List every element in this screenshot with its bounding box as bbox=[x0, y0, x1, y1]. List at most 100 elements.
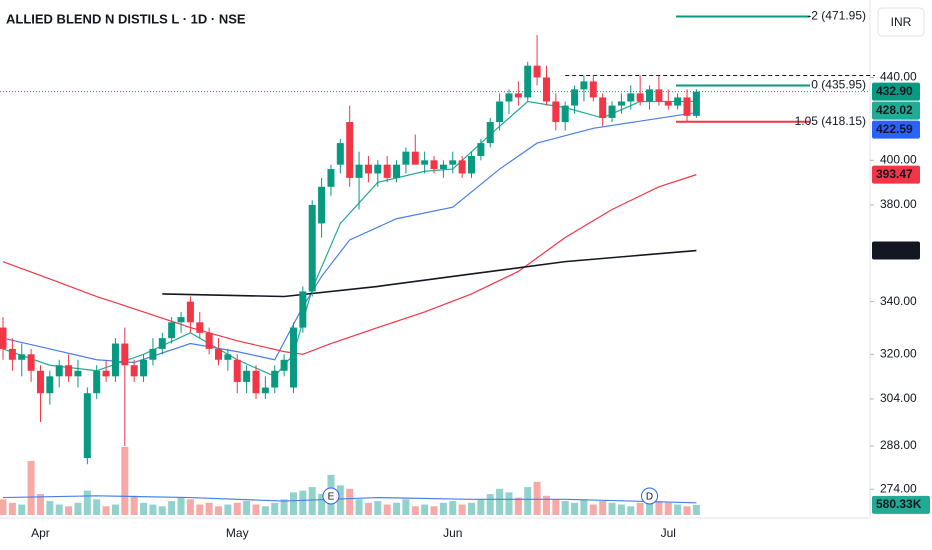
candle-body bbox=[655, 89, 663, 102]
y-tick-label: 400.00 bbox=[880, 152, 917, 166]
volume-bar bbox=[205, 502, 213, 515]
price-label-box bbox=[872, 82, 920, 101]
volume-bar bbox=[289, 492, 297, 515]
candle-body bbox=[355, 164, 363, 178]
candle-body bbox=[402, 151, 410, 165]
volume-bar bbox=[589, 504, 597, 515]
candle-body bbox=[65, 365, 73, 377]
candle-body bbox=[8, 348, 16, 360]
volume-bar bbox=[18, 504, 26, 515]
price-label: 422.59 bbox=[876, 122, 913, 136]
candle-body bbox=[439, 164, 447, 170]
candle-body bbox=[608, 105, 616, 118]
event-label: D bbox=[646, 492, 653, 503]
event-icon[interactable] bbox=[322, 487, 340, 505]
volume-bar bbox=[83, 490, 91, 515]
candle-body bbox=[308, 204, 316, 292]
volume-bar bbox=[74, 502, 82, 515]
volume-bar bbox=[355, 499, 363, 515]
volume-bar bbox=[336, 485, 344, 515]
volume-label-box bbox=[872, 495, 930, 514]
candle-body bbox=[636, 93, 644, 102]
volume-bar bbox=[496, 488, 504, 515]
volume-bar bbox=[149, 504, 157, 515]
candle-body bbox=[46, 376, 54, 394]
candle-body bbox=[280, 359, 288, 371]
candle-body bbox=[83, 393, 91, 459]
volume-bar bbox=[542, 495, 550, 515]
volume-bar bbox=[599, 501, 607, 515]
candle-body bbox=[524, 65, 532, 98]
candle-body bbox=[27, 354, 35, 371]
fib-label: 0 (435.95) bbox=[811, 78, 866, 92]
candle-body bbox=[140, 359, 148, 377]
volume-bar bbox=[458, 504, 466, 515]
volume-bar bbox=[505, 492, 513, 515]
candle-body bbox=[55, 365, 63, 377]
volume-bar bbox=[130, 495, 138, 515]
candle-body bbox=[243, 370, 251, 382]
candle-body bbox=[36, 370, 44, 394]
candle-body bbox=[299, 291, 307, 328]
volume-bar bbox=[393, 502, 401, 515]
candle-body bbox=[168, 322, 176, 339]
price-label: 360.58 bbox=[876, 243, 913, 257]
volume-bar bbox=[243, 501, 251, 515]
candle-body bbox=[589, 81, 597, 98]
y-tick-label: 274.00 bbox=[880, 481, 917, 495]
candle-body bbox=[177, 317, 185, 323]
x-tick-label: May bbox=[226, 526, 249, 540]
candle-body bbox=[552, 101, 560, 123]
candle-body bbox=[533, 65, 541, 78]
event-icon[interactable] bbox=[641, 487, 659, 505]
volume-bar bbox=[318, 494, 326, 515]
volume-bar bbox=[552, 499, 560, 515]
currency: INR bbox=[891, 15, 912, 29]
volume-bar bbox=[627, 506, 635, 515]
event-label: E bbox=[328, 492, 335, 503]
candle-body bbox=[514, 93, 522, 98]
moving-average bbox=[2, 174, 697, 355]
price-label-box bbox=[872, 120, 920, 139]
price-label: 393.47 bbox=[876, 167, 913, 181]
candle-body bbox=[74, 370, 82, 377]
volume-bar bbox=[364, 502, 372, 515]
volume-bar bbox=[411, 506, 419, 515]
volume-bar bbox=[617, 504, 625, 515]
volume-bar bbox=[224, 504, 232, 515]
candle-body bbox=[458, 160, 466, 174]
volume-bar bbox=[158, 506, 166, 515]
volume-bar bbox=[233, 502, 241, 515]
fib-label: -2 (471.95) bbox=[807, 9, 866, 23]
candle-body bbox=[271, 370, 279, 388]
candle-body bbox=[599, 97, 607, 118]
fib-label: 1.05 (418.15) bbox=[795, 114, 866, 128]
candle-body bbox=[664, 101, 672, 106]
candle-body bbox=[646, 89, 654, 102]
volume-bar bbox=[111, 504, 119, 515]
price-label-box bbox=[872, 241, 920, 260]
volume-bar bbox=[514, 497, 522, 515]
candle-body bbox=[196, 322, 204, 333]
candle-body bbox=[252, 370, 260, 394]
candle-body bbox=[486, 122, 494, 144]
candle-body bbox=[411, 151, 419, 165]
candle-body bbox=[18, 354, 26, 360]
volume-bar bbox=[646, 499, 654, 515]
volume-bar bbox=[439, 502, 447, 515]
price-label: 432.90 bbox=[876, 84, 913, 98]
candle-body bbox=[336, 143, 344, 165]
candle-body bbox=[327, 169, 335, 187]
volume-bar bbox=[468, 502, 475, 515]
currency-box[interactable] bbox=[877, 7, 925, 37]
volume-bar bbox=[102, 506, 110, 515]
volume-bar bbox=[674, 504, 682, 515]
volume-bar bbox=[608, 502, 616, 515]
volume-bar bbox=[580, 499, 588, 515]
price-label-box bbox=[872, 165, 920, 184]
candle-body bbox=[627, 93, 635, 102]
candle-body bbox=[318, 186, 326, 224]
candle-body bbox=[111, 343, 119, 377]
candle-body bbox=[346, 122, 354, 178]
volume-bar bbox=[215, 506, 223, 515]
